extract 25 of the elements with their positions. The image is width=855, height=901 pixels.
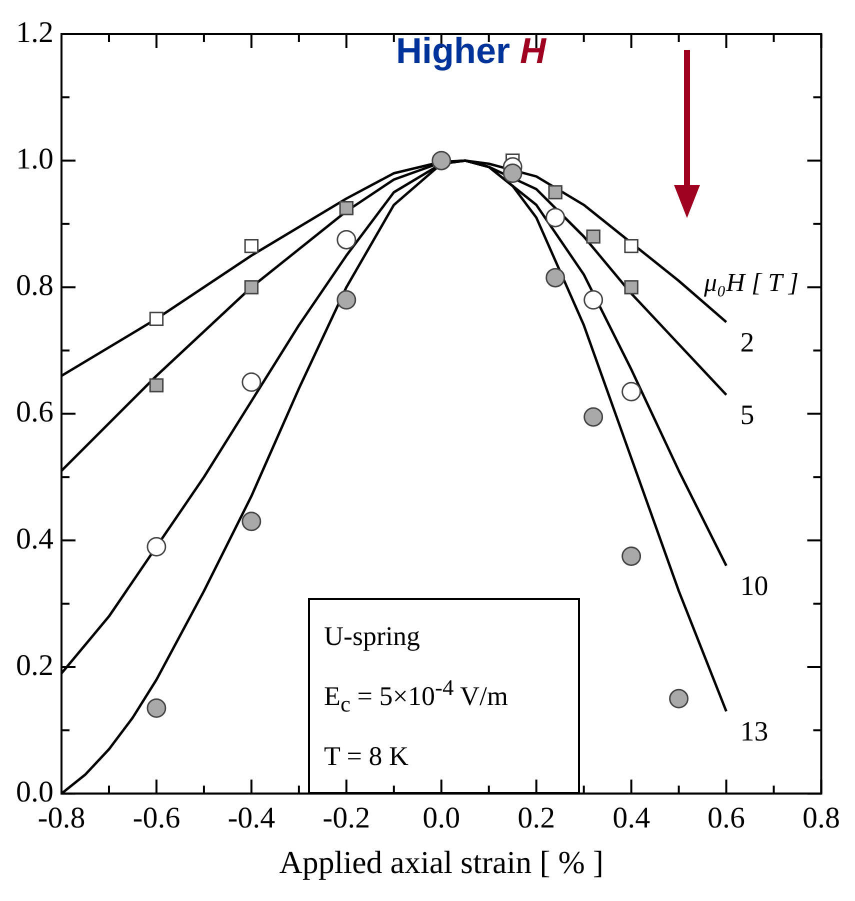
annotation: E$_{c}$ = 5×10$^{-4}$ V/m: [324, 674, 509, 718]
legend-title: μ₀H [ T ]: [702, 268, 799, 297]
legend-label: 2: [740, 327, 754, 358]
x-tick-label: 0.8: [802, 801, 840, 834]
annotation: T = 8 K: [324, 740, 410, 774]
legend-label: 13: [740, 716, 768, 748]
legend-label: 10: [740, 571, 768, 602]
x-axis-title: Applied axial strain [ % ]: [279, 844, 604, 880]
y-tick-label: 0.4: [16, 522, 54, 556]
y-tick-label: 0.2: [16, 648, 54, 682]
x-tick-label: -0.6: [132, 801, 180, 834]
y-tick-label: 1.2: [16, 16, 54, 49]
x-tick-label: 0.0: [422, 801, 460, 834]
x-tick-label: 0.2: [518, 801, 556, 834]
x-tick-label: 0.6: [708, 801, 746, 834]
x-tick-label: -0.2: [322, 801, 370, 834]
annotation: U-spring: [324, 620, 421, 653]
x-tick-label: 0.4: [612, 801, 650, 834]
annotation: Higher H: [396, 30, 546, 71]
text-box: U-spring E$_{c}$ = 5×10$^{-4}$ V/m T = 8 K: [308, 598, 580, 794]
legend-label: 5: [740, 400, 754, 432]
y-tick-label: 0.6: [16, 396, 54, 429]
y-tick-label: 0.8: [16, 269, 54, 302]
y-tick-label: 1.0: [16, 142, 54, 176]
x-tick-label: -0.4: [228, 801, 276, 834]
